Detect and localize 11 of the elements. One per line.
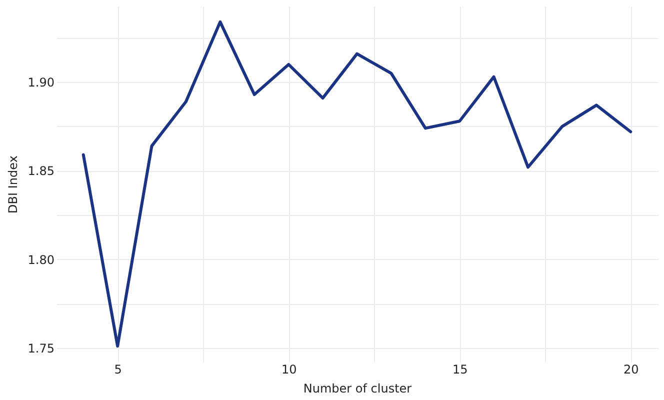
x-tick-label: 5: [114, 362, 122, 376]
x-axis-title: Number of cluster: [303, 382, 412, 396]
y-tick-label: 1.85: [28, 164, 54, 178]
line-series: [82, 20, 632, 348]
x-tick-label: 10: [281, 362, 297, 376]
y-tick-label: 1.75: [28, 341, 54, 356]
x-tick-label: 15: [452, 362, 468, 376]
y-tick-label: 1.80: [28, 252, 54, 267]
x-tick-label: 20: [623, 362, 639, 376]
y-tick-label: 1.90: [28, 76, 54, 90]
y-axis-title: DBI Index: [6, 156, 20, 214]
